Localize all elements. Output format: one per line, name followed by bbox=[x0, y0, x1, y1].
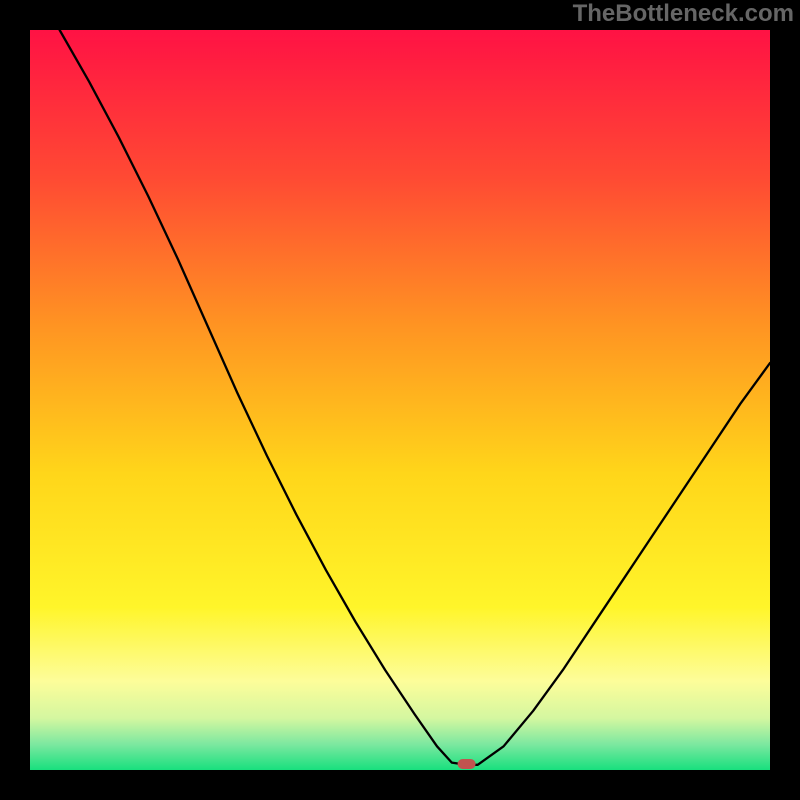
watermark-text: TheBottleneck.com bbox=[573, 0, 794, 28]
bottleneck-marker bbox=[458, 759, 476, 769]
plot-background bbox=[30, 30, 770, 770]
bottleneck-chart bbox=[0, 0, 800, 800]
